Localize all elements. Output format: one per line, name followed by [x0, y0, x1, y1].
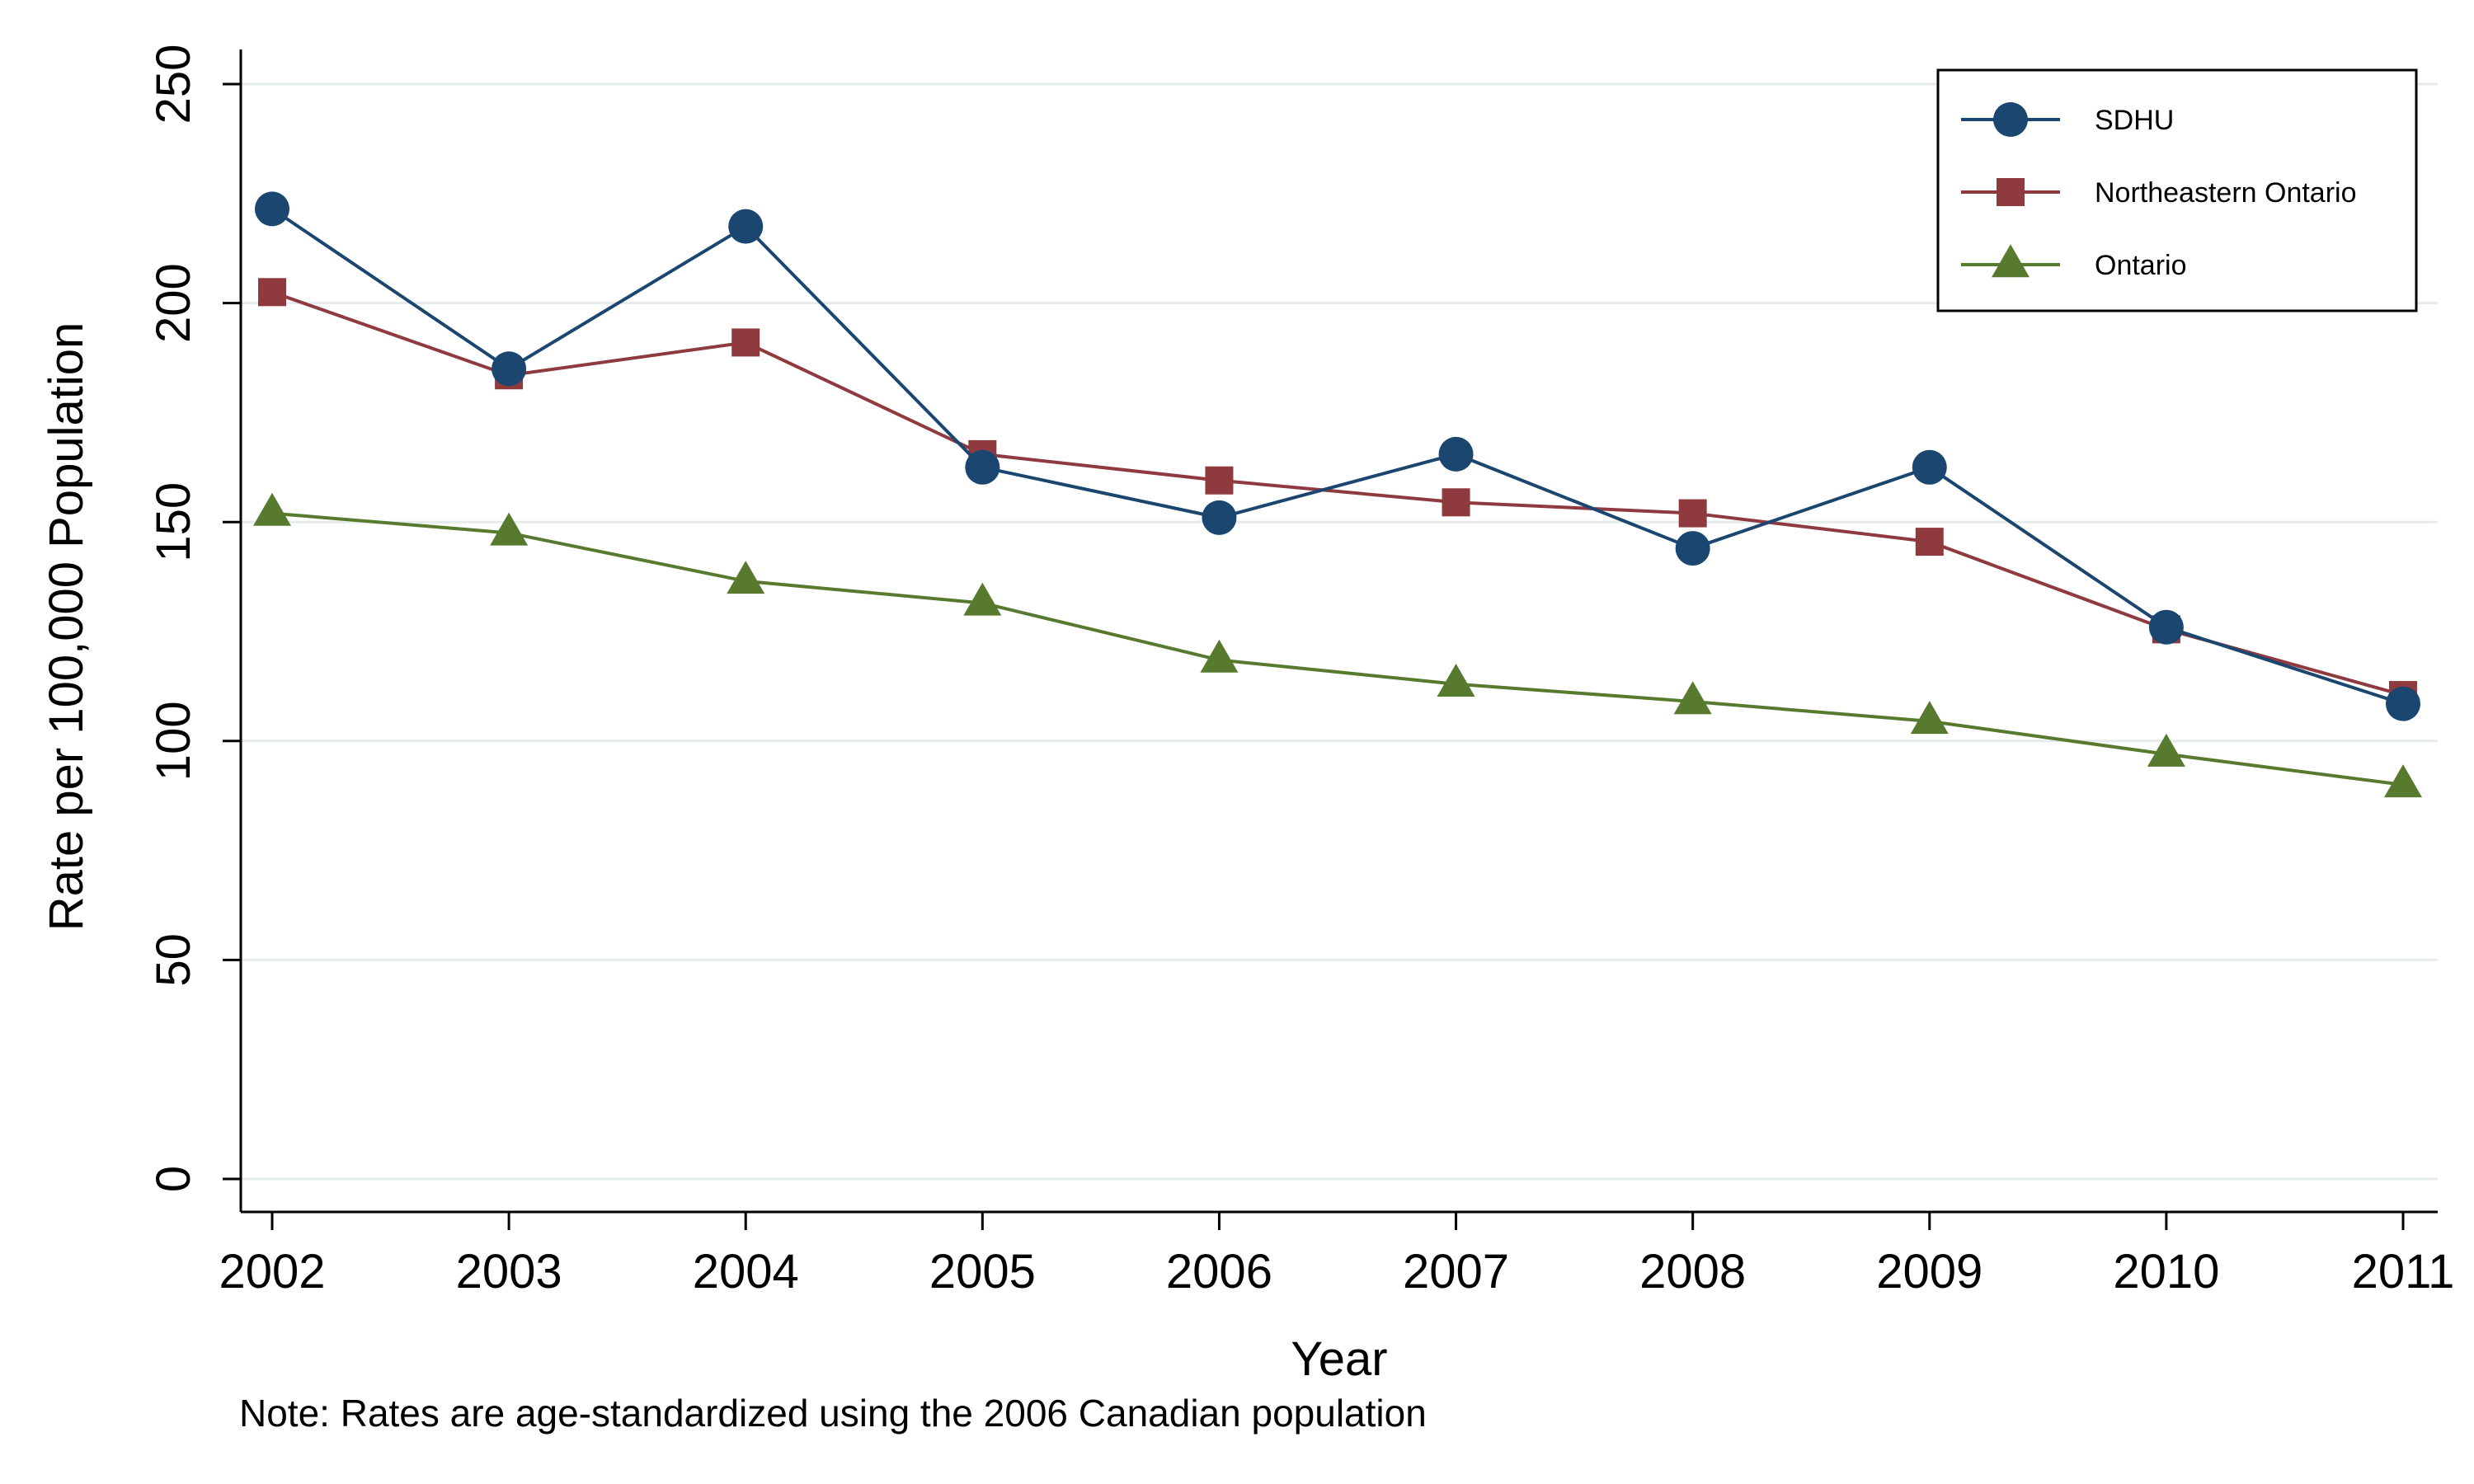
- chart-note: Note: Rates are age-standardized using t…: [239, 1392, 1427, 1435]
- legend-marker-sdhu: [1993, 102, 2028, 137]
- data-point-northeastern-ontario-2006: [1205, 466, 1234, 495]
- y-tick-label-50: 50: [147, 933, 200, 987]
- data-point-ontario-2010: [2147, 733, 2185, 767]
- x-tick-label-2011: 2011: [2352, 1245, 2455, 1298]
- data-point-sdhu-2007: [1438, 436, 1474, 472]
- data-point-sdhu-2010: [2148, 609, 2184, 645]
- data-point-northeastern-ontario-2004: [731, 328, 760, 357]
- data-point-ontario-2002: [253, 492, 291, 526]
- x-tick-label-2006: 2006: [1166, 1245, 1272, 1298]
- data-point-northeastern-ontario-2002: [258, 278, 286, 307]
- legend: SDHU Northeastern Ontario Ontario: [1936, 68, 2418, 312]
- data-point-sdhu-2006: [1202, 500, 1237, 535]
- y-tick-label-200: 200: [147, 263, 200, 343]
- x-tick-label-2010: 2010: [2113, 1245, 2219, 1298]
- legend-label-northeastern-ontario: Northeastern Ontario: [2095, 177, 2357, 209]
- legend-entry-ontario: Ontario: [1961, 244, 2187, 281]
- gridlines: [241, 82, 2438, 1181]
- data-point-northeastern-ontario-2007: [1442, 488, 1470, 517]
- x-tick-label-2009: 2009: [1876, 1245, 1982, 1298]
- legend-marker-northeastern-ontario: [1997, 178, 2025, 206]
- y-axis-ticks: 0 50 100 150 200 250: [147, 45, 241, 1192]
- series-line-ontario: [271, 511, 2404, 787]
- x-tick-label-2007: 2007: [1403, 1245, 1509, 1298]
- legend-label-sdhu: SDHU: [2095, 105, 2174, 136]
- data-point-ontario-2008: [1673, 681, 1712, 715]
- data-point-sdhu-2005: [965, 449, 1000, 485]
- y-tick-label-0: 0: [147, 1166, 200, 1192]
- data-point-sdhu-2008: [1675, 531, 1710, 566]
- data-point-ontario-2004: [727, 561, 765, 594]
- series-group: [253, 191, 2422, 798]
- x-tick-label-2003: 2003: [456, 1245, 562, 1298]
- y-axis-label: Rate per 100,000 Population: [40, 322, 93, 931]
- legend-label-ontario: Ontario: [2095, 250, 2187, 281]
- y-tick-label-150: 150: [147, 482, 200, 562]
- legend-entry-northeastern-ontario: Northeastern Ontario: [1961, 177, 2357, 209]
- data-point-northeastern-ontario-2008: [1678, 499, 1707, 528]
- series-ontario: [253, 492, 2422, 798]
- data-point-ontario-2003: [490, 512, 529, 546]
- x-tick-label-2008: 2008: [1639, 1245, 1746, 1298]
- data-point-sdhu-2004: [728, 209, 764, 244]
- axes: [239, 49, 2438, 1214]
- series-sdhu: [255, 191, 2420, 721]
- legend-marker-ontario: [1992, 244, 2030, 278]
- series-line-sdhu: [270, 207, 2404, 706]
- data-point-ontario-2009: [1910, 701, 1949, 735]
- data-point-ontario-2005: [963, 582, 1002, 616]
- series-northeastern-ontario: [258, 278, 2417, 710]
- y-tick-label-100: 100: [147, 701, 200, 781]
- x-tick-label-2004: 2004: [693, 1245, 799, 1298]
- y-tick-label-250: 250: [147, 45, 200, 124]
- series-line-northeastern-ontario: [271, 290, 2404, 697]
- data-point-northeastern-ontario-2009: [1915, 528, 1944, 556]
- x-tick-label-2002: 2002: [219, 1245, 325, 1298]
- data-point-sdhu-2011: [2386, 686, 2420, 721]
- data-point-ontario-2006: [1200, 639, 1239, 673]
- x-axis-ticks: 2002 2003 2004 2005 2006 2007 2008 2009 2010 2011: [219, 1212, 2454, 1298]
- data-point-ontario-2007: [1437, 663, 1475, 697]
- x-axis-label: Year: [1291, 1332, 1387, 1386]
- data-point-ontario-2011: [2384, 764, 2422, 798]
- data-point-sdhu-2009: [1912, 449, 1947, 485]
- data-point-sdhu-2003: [492, 351, 527, 387]
- x-tick-label-2005: 2005: [929, 1245, 1036, 1298]
- legend-entry-sdhu: SDHU: [1961, 102, 2174, 137]
- data-point-sdhu-2002: [255, 191, 289, 227]
